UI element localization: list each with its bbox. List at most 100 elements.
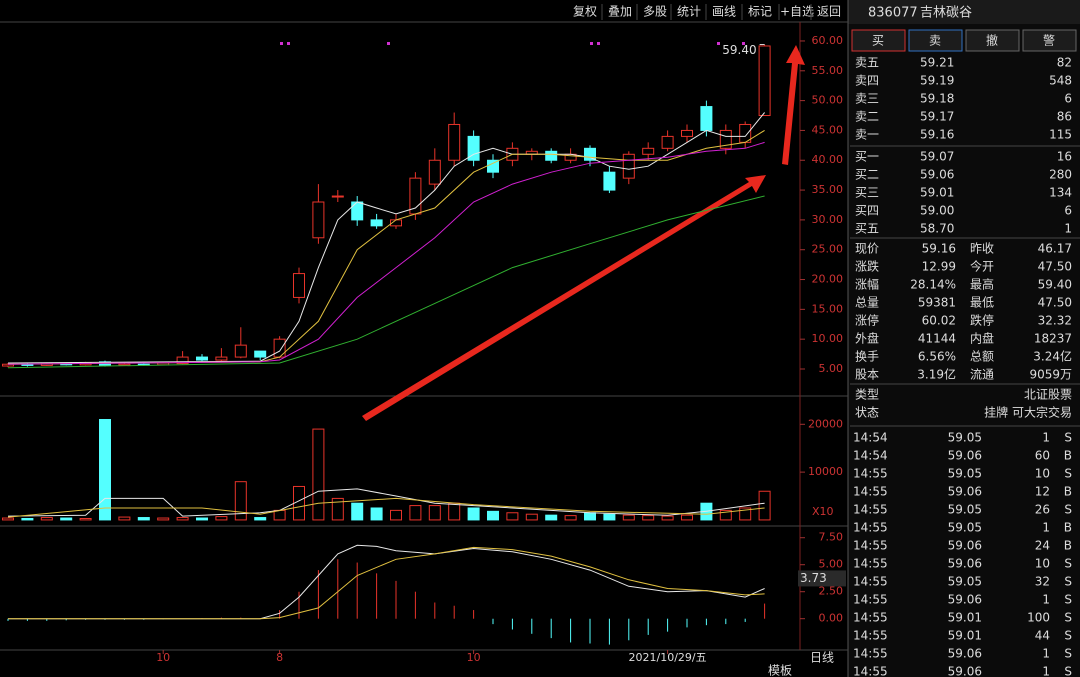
info-label: 类型 bbox=[855, 388, 879, 402]
side-panel bbox=[848, 0, 1080, 677]
volume-bar bbox=[312, 428, 325, 521]
candle-body bbox=[719, 129, 732, 149]
period-label[interactable]: 日线 bbox=[810, 651, 834, 665]
toolbar-button[interactable]: 返回 bbox=[817, 5, 841, 19]
volume-bar bbox=[254, 517, 267, 521]
book-label: 买二 bbox=[855, 168, 879, 182]
volume-bar bbox=[409, 505, 422, 521]
indicator-line bbox=[8, 546, 765, 620]
volume-bar bbox=[545, 514, 558, 521]
y-tick-label: 7.50 bbox=[819, 531, 844, 544]
trade-volume: 32 bbox=[1035, 575, 1050, 589]
stat-label: 外盘 bbox=[855, 331, 879, 346]
trade-time: 14:55 bbox=[853, 665, 888, 677]
stat-label: 换手 bbox=[855, 350, 879, 364]
candle-body bbox=[293, 273, 305, 298]
stat-value: 6.56% bbox=[918, 350, 956, 364]
toolbar-button[interactable]: 标记 bbox=[748, 5, 772, 19]
trade-volume: 1 bbox=[1042, 593, 1050, 607]
stat-label: 昨收 bbox=[970, 242, 994, 256]
trade-button-label[interactable]: 卖 bbox=[929, 34, 941, 48]
indicator-line bbox=[7, 488, 765, 517]
info-value: 北证股票 bbox=[1024, 388, 1072, 402]
book-price: 59.07 bbox=[920, 150, 954, 164]
toolbar-button[interactable]: 统计 bbox=[677, 5, 701, 19]
volume-bar bbox=[2, 517, 14, 521]
book-volume: 6 bbox=[1064, 92, 1072, 106]
candle-body bbox=[370, 219, 383, 227]
volume-bar bbox=[661, 515, 674, 521]
trade-time: 14:55 bbox=[853, 593, 888, 607]
book-volume: 86 bbox=[1057, 110, 1072, 124]
stat-value: 12.99 bbox=[922, 260, 956, 274]
stat-value: 47.50 bbox=[1038, 296, 1072, 310]
trade-time: 14:55 bbox=[853, 467, 888, 481]
book-volume: 1 bbox=[1064, 222, 1072, 236]
unit-label: X10 bbox=[812, 505, 834, 518]
toolbar-button[interactable]: 多股 bbox=[643, 5, 667, 19]
toolbar-button[interactable]: 复权 bbox=[573, 5, 597, 19]
toolbar-button[interactable]: 画线 bbox=[712, 5, 736, 19]
stat-value: 3.24亿 bbox=[1033, 349, 1072, 364]
y-tick-label: 10000 bbox=[808, 465, 843, 478]
volume-bar bbox=[390, 509, 402, 521]
book-price: 59.18 bbox=[920, 92, 954, 106]
trade-side: S bbox=[1064, 557, 1072, 571]
indicator-line bbox=[7, 497, 765, 518]
candle-body bbox=[273, 338, 286, 358]
book-label: 卖二 bbox=[855, 110, 879, 124]
trade-button-label[interactable]: 买 bbox=[872, 34, 884, 48]
stat-value: 28.14% bbox=[910, 278, 956, 292]
trade-price: 59.06 bbox=[948, 557, 982, 571]
trade-price: 59.05 bbox=[948, 467, 982, 481]
toolbar-button[interactable]: 叠加 bbox=[608, 5, 632, 19]
volume-bar bbox=[428, 505, 441, 521]
y-tick-label: 20000 bbox=[808, 417, 843, 430]
candle-body bbox=[331, 195, 344, 198]
trade-button[interactable] bbox=[908, 29, 963, 52]
trade-volume: 44 bbox=[1035, 629, 1050, 643]
trade-price: 59.05 bbox=[948, 521, 982, 535]
volume-bar bbox=[487, 510, 499, 521]
stat-value: 60.02 bbox=[922, 314, 956, 328]
candle-body bbox=[681, 129, 693, 137]
candle-body bbox=[2, 363, 14, 367]
book-label: 卖五 bbox=[855, 56, 879, 70]
trade-side: B bbox=[1064, 521, 1072, 535]
volume-bar bbox=[642, 515, 655, 521]
candle-body bbox=[196, 356, 208, 361]
trade-button-label[interactable]: 警 bbox=[1043, 33, 1055, 48]
trade-volume: 10 bbox=[1035, 557, 1050, 571]
arrows bbox=[362, 45, 805, 421]
trade-side: S bbox=[1064, 431, 1072, 445]
trade-button[interactable] bbox=[965, 29, 1020, 52]
trade-button-label[interactable]: 撤 bbox=[986, 33, 998, 48]
trade-button[interactable] bbox=[1022, 29, 1077, 52]
trade-side: B bbox=[1064, 449, 1072, 463]
volume-bar bbox=[137, 517, 150, 521]
current-label: 3.73 bbox=[800, 571, 827, 585]
volume-bar bbox=[176, 517, 189, 521]
volume-bar bbox=[719, 509, 732, 521]
trade-time: 14:55 bbox=[853, 575, 888, 589]
candle-body bbox=[254, 350, 267, 358]
footer-label[interactable]: 模板 bbox=[768, 664, 792, 677]
y-tick-label: 25.00 bbox=[812, 243, 844, 256]
stat-label: 总额 bbox=[970, 350, 994, 364]
y-tick-label: 20.00 bbox=[812, 273, 844, 286]
volume-bar bbox=[118, 516, 131, 521]
volume-bar bbox=[622, 514, 635, 521]
stat-label: 内盘 bbox=[970, 331, 994, 346]
toolbar-button[interactable]: +自选 bbox=[780, 5, 814, 19]
stat-label: 涨跌 bbox=[855, 259, 879, 274]
trade-time: 14:55 bbox=[853, 557, 888, 571]
volume-bar bbox=[603, 513, 616, 521]
trade-button[interactable] bbox=[851, 29, 906, 52]
trade-price: 59.05 bbox=[948, 575, 982, 589]
volume-bar bbox=[234, 481, 247, 521]
stat-value: 32.32 bbox=[1038, 314, 1072, 328]
trade-volume: 1 bbox=[1042, 521, 1050, 535]
trade-price: 59.06 bbox=[948, 593, 982, 607]
trade-price: 59.05 bbox=[948, 431, 982, 445]
